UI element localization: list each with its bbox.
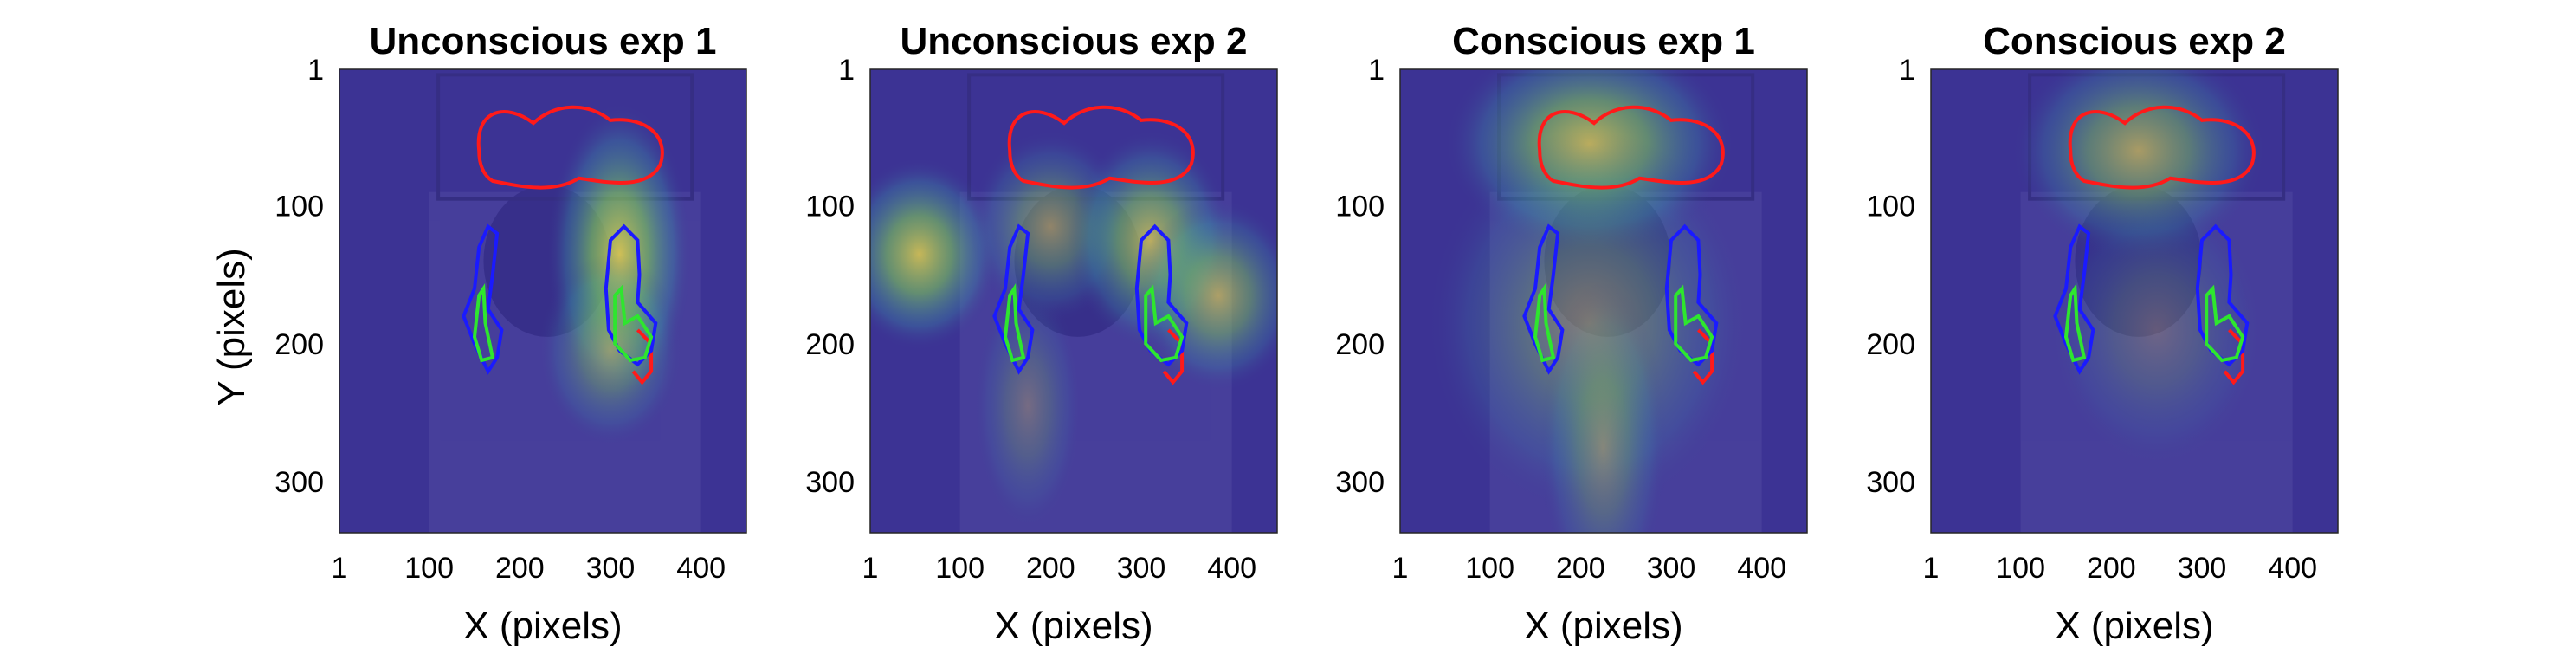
roi-outline-headboard [476, 105, 664, 190]
x-tick-label: 100 [1465, 552, 1514, 585]
panel-title: Unconscious exp 1 [369, 20, 716, 62]
x-tick-label: 1 [332, 552, 348, 585]
y-tick-label: 300 [1866, 466, 1915, 499]
panel-3: Conscious exp 1 1 100 200 300 400 1 100 200 300 X … [1335, 20, 1808, 647]
x-axis-label: X (pixels) [2055, 605, 2213, 647]
x-axis-label: X (pixels) [463, 605, 622, 647]
roi-outline-face-right [1664, 223, 1719, 367]
x-tick-label: 200 [1556, 552, 1605, 585]
y-tick-label: 200 [805, 328, 855, 361]
x-tick-label: 300 [586, 552, 636, 585]
panel-1: Unconscious exp 1 1 100 200 300 400 1 100 200 300… [210, 20, 747, 647]
heatmap-hotspot [973, 282, 1082, 530]
roi-outline-face-left [992, 223, 1035, 375]
roi-outline-face-right [1134, 223, 1189, 367]
y-tick-label: 200 [1866, 328, 1915, 361]
heatmap-hotspot [2048, 191, 2266, 469]
roi-outline-headboard [1007, 105, 1195, 190]
y-axis-label: Y (pixels) [210, 248, 253, 406]
y-tick-label: 300 [1335, 466, 1385, 499]
heatmap-hotspot [1136, 198, 1277, 392]
x-tick-label: 300 [1647, 552, 1696, 585]
roi-outline-small [1162, 328, 1185, 385]
y-tick-label: 1 [307, 54, 324, 87]
roi-outline-hand-right [1674, 284, 1714, 363]
roi-outline-face-left [462, 223, 504, 375]
x-axis-label: X (pixels) [994, 605, 1152, 647]
y-tick-label: 100 [1335, 191, 1385, 223]
roi-outline-hand-left [1003, 283, 1026, 363]
roi-outline-hand-left [472, 283, 495, 363]
roi-outline-hand-left [2063, 283, 2087, 363]
roi-outline-face-right [604, 223, 658, 367]
axes-box [1930, 68, 2339, 534]
heatmap-hotspot [538, 254, 683, 448]
roi-outline-small [631, 328, 654, 385]
panel-title: Unconscious exp 2 [900, 20, 1247, 62]
heatmap-hotspot [1540, 282, 1667, 533]
y-tick-label: 300 [805, 466, 855, 499]
x-tick-label: 200 [1026, 552, 1075, 585]
panel-4: Conscious exp 2 1 100 200 300 400 1 100 200 300 X … [1866, 20, 2339, 647]
roi-outline-hand-right [1144, 284, 1185, 363]
axes-box [1399, 68, 1808, 534]
x-tick-label: 100 [1996, 552, 2045, 585]
x-tick-label: 1 [862, 552, 879, 585]
axes-box [869, 68, 1278, 534]
roi-outline-hand-right [613, 284, 654, 363]
x-tick-label: 1 [1923, 552, 1940, 585]
roi-outline-small [2223, 328, 2245, 385]
x-tick-label: 400 [2268, 552, 2317, 585]
x-tick-label: 400 [1737, 552, 1786, 585]
y-tick-label: 100 [805, 191, 855, 223]
y-tick-label: 1 [1899, 54, 1915, 87]
roi-outline-small [1692, 328, 1714, 385]
x-tick-label: 200 [495, 552, 545, 585]
roi-outline-face-right [2195, 223, 2250, 367]
y-tick-label: 1 [1368, 54, 1385, 87]
x-axis-label: X (pixels) [1524, 605, 1682, 647]
x-tick-label: 100 [404, 552, 454, 585]
x-tick-label: 200 [2087, 552, 2136, 585]
x-tick-label: 400 [676, 552, 726, 585]
x-tick-label: 400 [1207, 552, 1256, 585]
y-tick-label: 200 [274, 328, 324, 361]
y-tick-label: 100 [1866, 191, 1915, 223]
roi-outline-face-left [1522, 223, 1565, 375]
x-tick-label: 1 [1392, 552, 1409, 585]
x-tick-label: 300 [1117, 552, 1166, 585]
panel-title: Conscious exp 2 [1983, 20, 2286, 62]
heatmap-hotspot [870, 157, 1001, 351]
x-tick-label: 300 [2178, 552, 2227, 585]
y-tick-label: 300 [274, 466, 324, 499]
y-tick-label: 200 [1335, 328, 1385, 361]
x-tick-label: 100 [935, 552, 985, 585]
y-tick-label: 1 [838, 54, 855, 87]
roi-outline-face-left [2053, 223, 2095, 375]
roi-outline-headboard [1537, 105, 1725, 190]
panel-2: Unconscious exp 2 1 100 200 300 400 1 100 200 300… [805, 20, 1278, 647]
y-tick-label: 100 [274, 191, 324, 223]
roi-outline-hand-left [1533, 283, 1556, 363]
panel-title: Conscious exp 1 [1452, 20, 1755, 62]
roi-outline-hand-right [2205, 284, 2245, 363]
axes-box [339, 68, 747, 534]
roi-outline-headboard [2068, 105, 2256, 190]
